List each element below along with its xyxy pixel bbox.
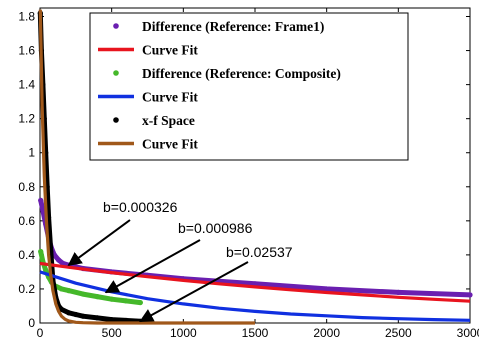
y-tick-label: 1.4 bbox=[18, 78, 35, 92]
series-line bbox=[38, 9, 255, 325]
data-point bbox=[109, 316, 115, 323]
legend-label: Curve Fit bbox=[142, 90, 198, 105]
legend-label: x-f Space bbox=[142, 113, 195, 128]
x-tick-label: 500 bbox=[102, 326, 122, 340]
y-tick-label: 1 bbox=[28, 146, 35, 160]
legend-label: Curve Fit bbox=[142, 43, 198, 58]
y-tick-label: 0.6 bbox=[18, 214, 35, 228]
legend-swatch-marker bbox=[113, 117, 119, 123]
data-point bbox=[395, 289, 401, 295]
legend-swatch-marker bbox=[113, 70, 119, 76]
y-tick-label: 0.4 bbox=[18, 248, 35, 262]
annotation-label: b=0.000986 bbox=[178, 220, 253, 236]
data-point bbox=[94, 294, 100, 300]
legend-label: Curve Fit bbox=[142, 137, 198, 152]
legend-swatch-marker bbox=[113, 23, 119, 29]
y-tick-label: 0 bbox=[28, 316, 35, 330]
x-tick-label: 1000 bbox=[170, 326, 197, 340]
x-tick-label: 1500 bbox=[242, 326, 269, 340]
annotation-arrow bbox=[104, 239, 201, 294]
annotation-arrow bbox=[139, 261, 249, 323]
y-tick-label: 1.6 bbox=[18, 44, 35, 58]
data-point bbox=[40, 208, 46, 214]
data-point bbox=[43, 267, 49, 273]
data-point bbox=[467, 292, 473, 298]
data-point bbox=[137, 299, 143, 306]
data-point bbox=[94, 315, 100, 321]
data-point bbox=[58, 306, 65, 312]
y-tick-label: 1.8 bbox=[18, 10, 35, 24]
data-point bbox=[56, 257, 62, 263]
data-point bbox=[109, 296, 115, 302]
x-tick-label: 0 bbox=[37, 326, 44, 340]
x-tick-label: 2000 bbox=[313, 326, 340, 340]
data-point bbox=[58, 286, 65, 292]
legend-label: Difference (Reference: Frame1) bbox=[142, 19, 324, 34]
y-tick-label: 0.2 bbox=[18, 282, 35, 296]
data-point bbox=[66, 310, 72, 316]
data-point bbox=[80, 291, 86, 297]
legend: Difference (Reference: Frame1) Curve Fit D… bbox=[89, 12, 409, 161]
data-point bbox=[123, 298, 129, 304]
data-point bbox=[252, 281, 258, 287]
data-point bbox=[73, 311, 79, 318]
annotation-label: b=0.000326 bbox=[103, 199, 178, 215]
data-point bbox=[80, 313, 86, 319]
annotation-arrow bbox=[67, 219, 131, 266]
annotation-label: b=0.02537 bbox=[226, 244, 293, 260]
data-point bbox=[38, 248, 44, 255]
x-tick-label: 2500 bbox=[385, 326, 412, 340]
data-point bbox=[66, 288, 72, 294]
y-tick-label: 1.2 bbox=[18, 112, 35, 126]
legend-box bbox=[89, 12, 409, 161]
data-point bbox=[324, 286, 330, 292]
data-point bbox=[38, 197, 44, 204]
series-line bbox=[39, 261, 471, 303]
legend-label: Difference (Reference: Composite) bbox=[142, 66, 341, 81]
y-tick-label: 0.8 bbox=[18, 180, 35, 194]
